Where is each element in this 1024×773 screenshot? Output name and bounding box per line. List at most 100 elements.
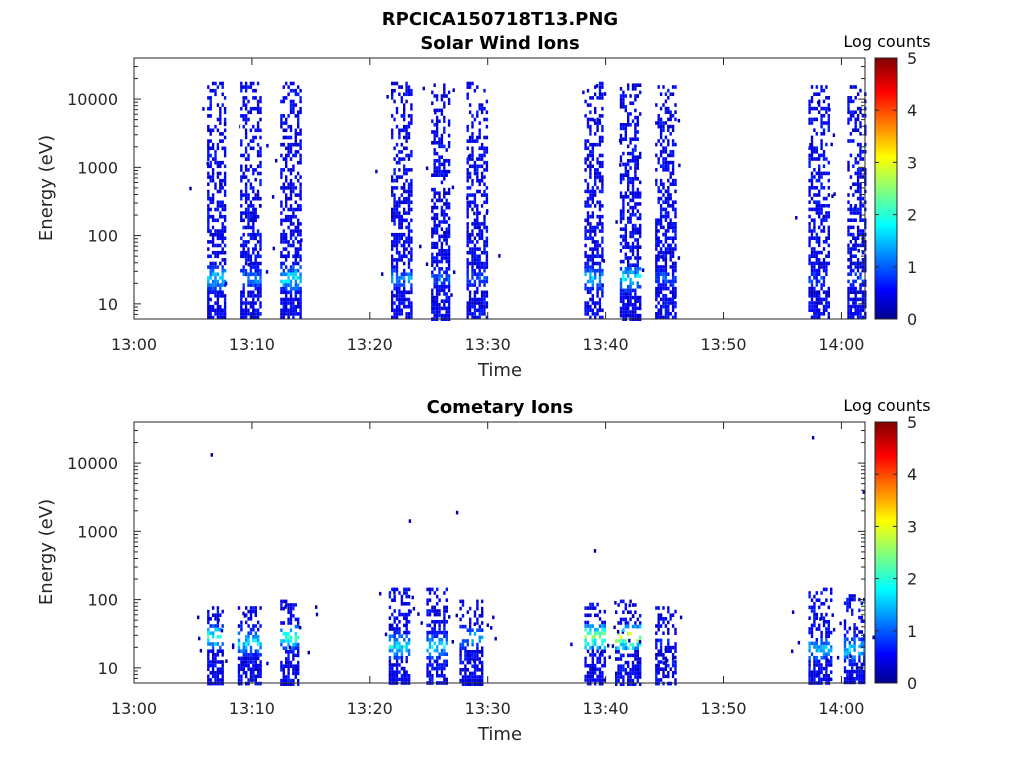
heatmap-cell	[808, 258, 810, 262]
heatmap-cell	[290, 168, 292, 172]
heatmap-cell	[396, 201, 398, 205]
heatmap-cell	[857, 190, 859, 194]
heatmap-cell	[207, 226, 209, 230]
heatmap-cell	[219, 197, 221, 201]
heatmap-cell	[426, 649, 428, 653]
heatmap-cell	[426, 638, 428, 642]
heatmap-cell	[859, 110, 861, 114]
heatmap-cell	[245, 139, 247, 143]
heatmap-cell	[408, 652, 410, 656]
heatmap-cell	[283, 298, 285, 302]
heatmap-cell	[632, 296, 634, 300]
heatmap-cell	[620, 195, 622, 199]
heatmap-cell	[820, 251, 822, 255]
heatmap-cell	[594, 312, 596, 316]
heatmap-cell	[658, 121, 660, 125]
heatmap-cell	[655, 265, 657, 269]
heatmap-cell	[596, 283, 598, 287]
heatmap-cell	[850, 118, 852, 122]
heatmap-cell	[259, 111, 261, 115]
heatmap-cell	[401, 609, 403, 613]
heatmap-cell	[467, 657, 469, 661]
heatmap-cell	[592, 650, 594, 654]
heatmap-cell	[620, 643, 622, 647]
heatmap-cell	[627, 296, 629, 300]
heatmap-cell	[292, 643, 294, 647]
heatmap-cell	[379, 592, 381, 596]
heatmap-cell	[601, 675, 603, 679]
heatmap-cell	[257, 312, 259, 316]
heatmap-cell	[629, 675, 631, 679]
heatmap-cell	[469, 657, 471, 661]
heatmap-cell	[818, 175, 820, 179]
heatmap-cell	[391, 114, 393, 118]
heatmap-cell	[443, 91, 445, 95]
heatmap-cell	[823, 240, 825, 244]
heatmap-cell	[398, 280, 400, 284]
heatmap-cell	[408, 165, 410, 169]
heatmap-cell	[443, 303, 445, 307]
heatmap-cell	[250, 613, 252, 617]
heatmap-cell	[295, 262, 297, 266]
heatmap-cell	[259, 233, 261, 237]
heatmap-cell	[855, 290, 857, 294]
heatmap-cell	[596, 125, 598, 129]
heatmap-cell	[431, 245, 433, 249]
heatmap-cell	[406, 656, 408, 660]
heatmap-cell	[594, 255, 596, 259]
heatmap-cell	[255, 215, 257, 219]
heatmap-cell	[599, 244, 601, 248]
heatmap-cell	[615, 220, 617, 224]
heatmap-cell	[584, 606, 586, 610]
heatmap-cell	[446, 663, 448, 667]
heatmap-cell	[443, 213, 445, 217]
heatmap-cell	[441, 199, 443, 203]
heatmap-cell	[474, 607, 476, 611]
heatmap-cell	[471, 233, 473, 237]
heatmap-cell	[667, 233, 669, 237]
heatmap-cell	[592, 671, 594, 675]
heatmap-cell	[474, 672, 476, 676]
heatmap-cell	[259, 183, 261, 187]
heatmap-cell	[297, 132, 299, 136]
heatmap-cell	[629, 604, 631, 608]
heatmap-cell	[396, 660, 398, 664]
heatmap-cell	[391, 674, 393, 678]
heatmap-cell	[443, 249, 445, 253]
heatmap-cell	[410, 168, 412, 172]
heatmap-cell	[589, 269, 591, 273]
heatmap-cell	[483, 107, 485, 111]
heatmap-cell	[665, 294, 667, 298]
heatmap-cell	[403, 588, 405, 592]
heatmap-cell	[627, 661, 629, 665]
heatmap-cell	[285, 168, 287, 172]
heatmap-cell	[441, 231, 443, 235]
heatmap-cell	[297, 287, 299, 291]
heatmap-cell	[255, 635, 257, 639]
heatmap-cell	[850, 269, 852, 273]
heatmap-cell	[859, 269, 861, 273]
heatmap-cell	[859, 190, 861, 194]
heatmap-cell	[674, 247, 676, 251]
heatmap-cell	[257, 298, 259, 302]
heatmap-cell	[658, 244, 660, 248]
heatmap-cell	[287, 183, 289, 187]
heatmap-cell	[441, 98, 443, 102]
heatmap-cell	[662, 150, 664, 154]
heatmap-cell	[410, 154, 412, 158]
heatmap-cell	[823, 118, 825, 122]
heatmap-cell	[292, 186, 294, 190]
heatmap-cell	[665, 229, 667, 233]
heatmap-cell	[459, 646, 461, 650]
heatmap-cell	[212, 215, 214, 219]
heatmap-cell	[584, 229, 586, 233]
heatmap-cell	[589, 298, 591, 302]
heatmap-cell	[245, 136, 247, 140]
heatmap-cell	[240, 298, 242, 302]
heatmap-cell	[637, 650, 639, 654]
heatmap-cell	[471, 229, 473, 233]
heatmap-cell	[403, 136, 405, 140]
heatmap-cell	[434, 188, 436, 192]
heatmap-cell	[850, 312, 852, 316]
heatmap-cell	[220, 183, 222, 187]
